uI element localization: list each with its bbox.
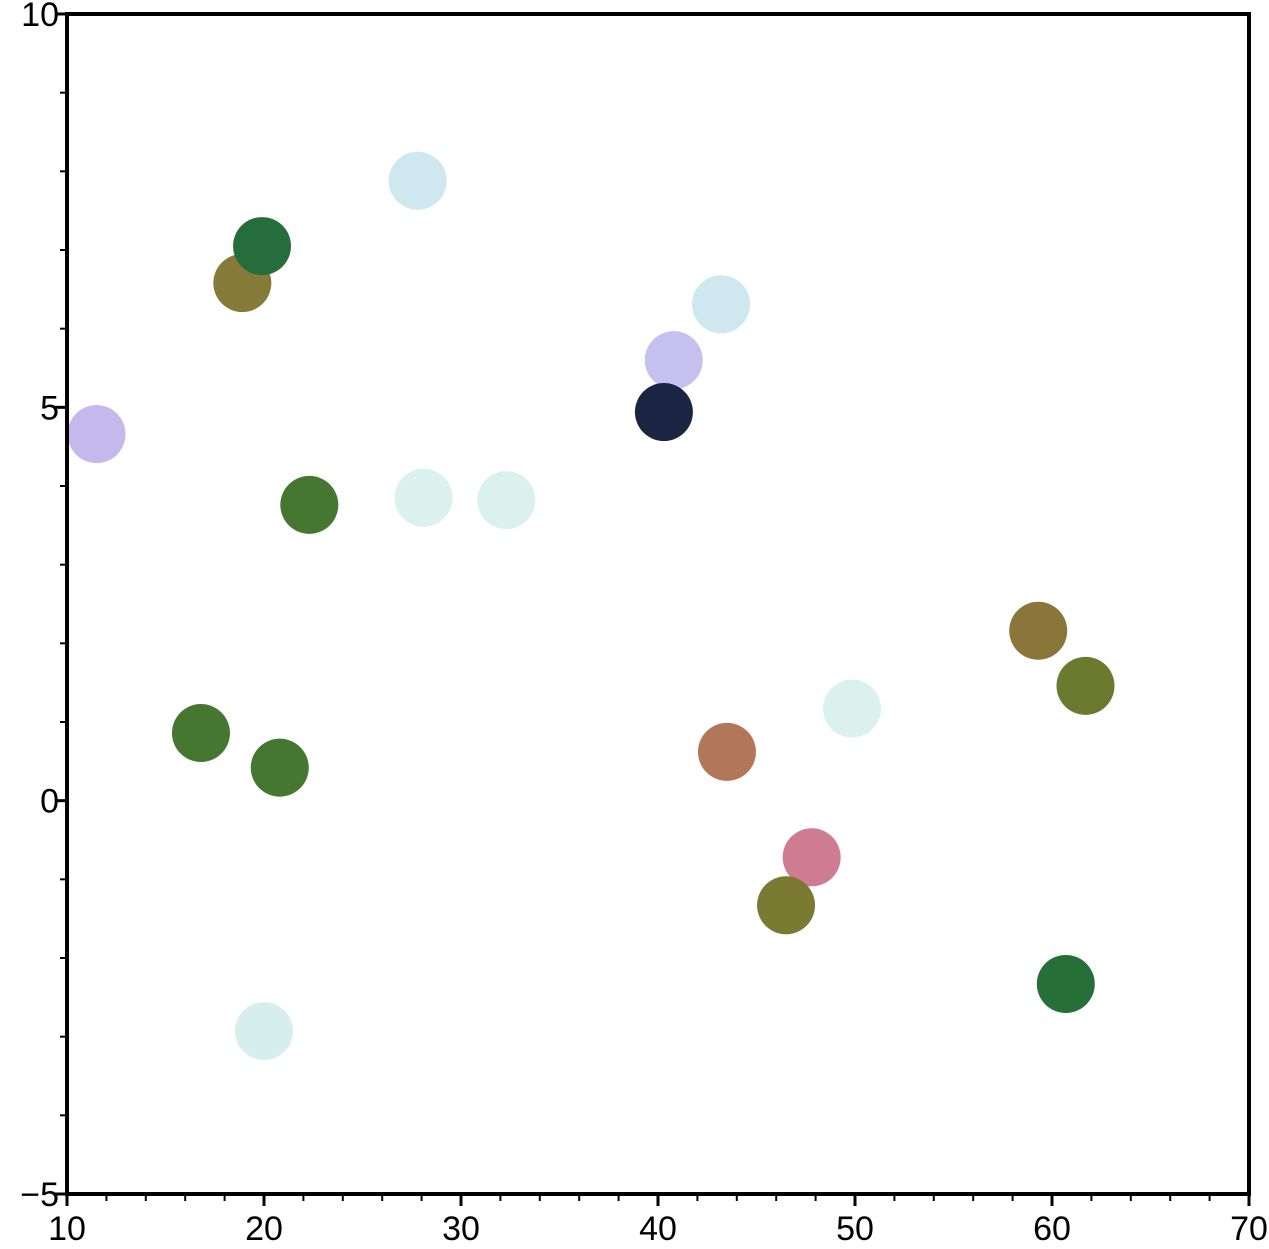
point xyxy=(692,275,751,334)
point xyxy=(67,405,126,464)
x-tick-label: 70 xyxy=(1230,1210,1268,1248)
point xyxy=(388,151,447,210)
y-tick-label: −5 xyxy=(20,1176,59,1214)
x-tick-label: 50 xyxy=(836,1210,874,1248)
x-tick-label: 40 xyxy=(639,1210,677,1248)
x-tick-label: 10 xyxy=(48,1210,86,1248)
point xyxy=(250,738,309,797)
point xyxy=(394,468,453,527)
point xyxy=(171,704,230,763)
point xyxy=(1009,601,1068,660)
point xyxy=(757,876,816,935)
point xyxy=(697,722,756,781)
point xyxy=(280,475,339,534)
point xyxy=(782,828,841,887)
y-tick-label: 5 xyxy=(40,389,59,427)
y-tick-label: 10 xyxy=(21,0,59,34)
point xyxy=(1056,656,1115,715)
x-tick-label: 20 xyxy=(245,1210,283,1248)
point xyxy=(1036,954,1095,1013)
point xyxy=(823,679,882,738)
point xyxy=(634,383,693,442)
point xyxy=(233,217,292,276)
x-tick-label: 30 xyxy=(442,1210,480,1248)
plot-frame xyxy=(65,12,1251,1196)
point xyxy=(644,331,703,390)
y-tick-label: 0 xyxy=(40,783,59,821)
point xyxy=(477,471,536,530)
point xyxy=(235,1002,293,1061)
x-tick-label: 60 xyxy=(1033,1210,1071,1248)
